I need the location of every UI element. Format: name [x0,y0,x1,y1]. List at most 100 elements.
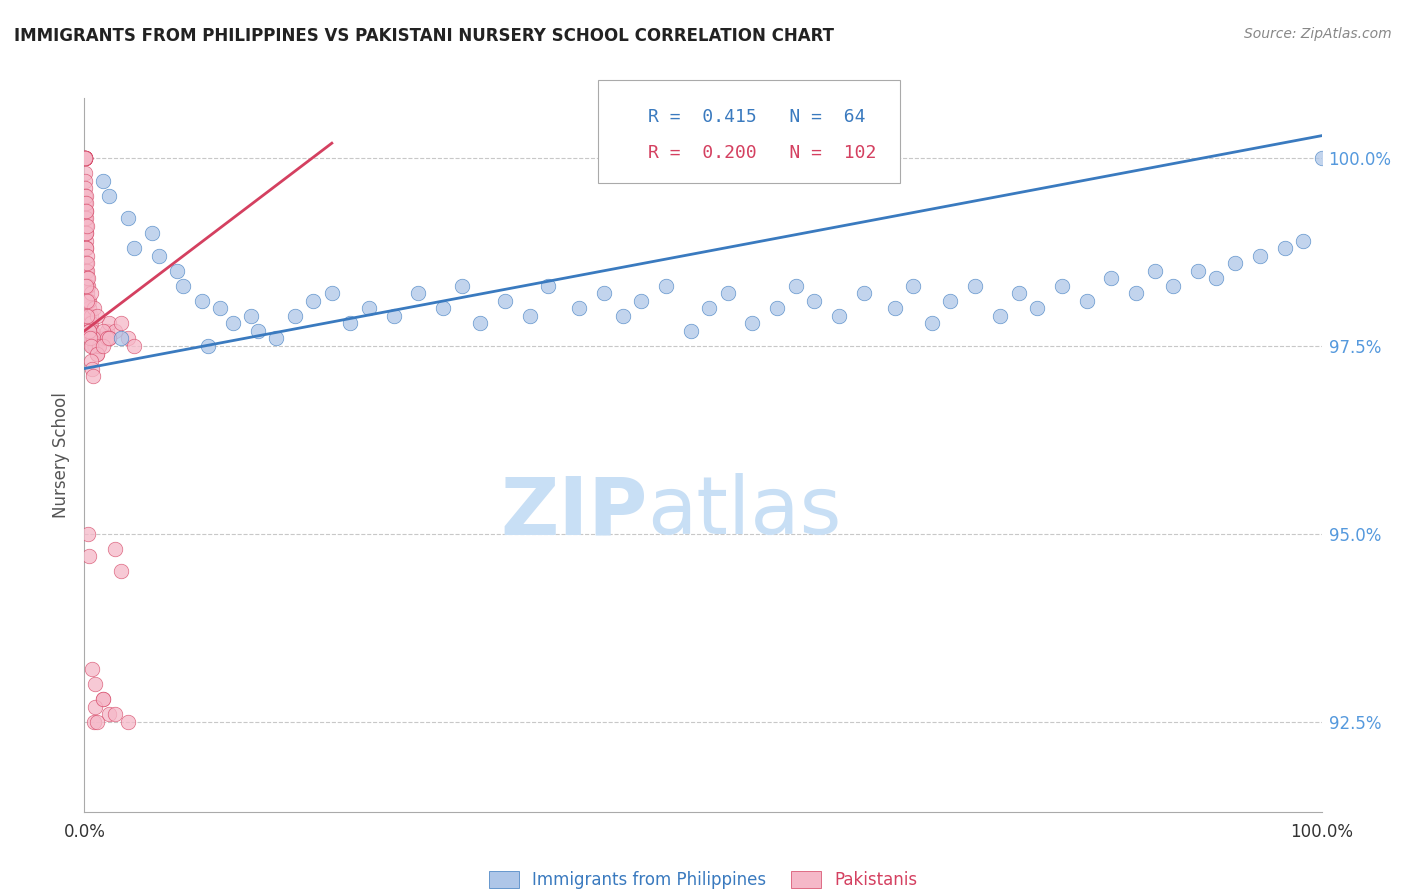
Point [679,324,702,338]
Point [79,354,101,368]
Point [83,339,105,353]
Point [80,339,103,353]
Point [80,331,103,345]
Point [1007,286,1029,301]
Point [80,361,103,376]
Point [91,324,114,338]
Point [494,293,516,308]
Point [82,331,104,345]
Point [76,293,98,308]
Point [79,317,101,331]
Point [110,565,132,579]
Point [1099,271,1122,285]
Point [1310,151,1333,165]
Point [77,317,100,331]
Point [79,286,101,301]
Point [939,293,962,308]
Point [84,699,107,714]
Point [965,279,987,293]
Point [77,309,100,323]
Text: R =  0.200   N =  102: R = 0.200 N = 102 [648,145,876,162]
Point [76,286,98,301]
Point [630,293,652,308]
Point [568,301,591,316]
Point [73,151,96,165]
Point [73,151,96,165]
Point [73,174,96,188]
Point [86,346,108,360]
Text: atlas: atlas [647,473,842,551]
Point [903,279,925,293]
Point [75,234,97,248]
Point [75,203,97,218]
Point [73,151,96,165]
Point [77,279,100,293]
Point [73,227,96,241]
Text: R =  0.415   N =  64: R = 0.415 N = 64 [648,108,866,126]
Point [75,227,97,241]
Point [75,219,97,233]
Point [408,286,430,301]
Point [612,309,634,323]
Point [122,241,145,255]
Point [91,692,114,706]
Point [432,301,454,316]
Point [98,707,121,722]
Point [75,241,97,255]
Point [197,339,219,353]
Point [222,317,245,331]
Point [766,301,789,316]
Legend: Immigrants from Philippines, Pakistanis: Immigrants from Philippines, Pakistanis [482,864,924,892]
Point [246,324,269,338]
Point [73,151,96,165]
Point [84,677,107,691]
Point [240,309,263,323]
Point [75,196,97,211]
Point [79,309,101,323]
Point [104,324,127,338]
Point [1292,234,1315,248]
Point [104,707,127,722]
Point [191,293,214,308]
Point [77,271,100,285]
Point [82,331,104,345]
Point [1187,264,1209,278]
Point [79,331,101,345]
Point [828,309,851,323]
Point [1125,286,1147,301]
Point [73,181,96,195]
Point [73,151,96,165]
Point [86,346,108,360]
Point [75,264,97,278]
Point [1249,249,1271,263]
Point [73,166,96,180]
Point [79,309,101,323]
Point [172,279,194,293]
Point [1026,301,1049,316]
Point [73,151,96,165]
Point [141,227,163,241]
Text: Source: ZipAtlas.com: Source: ZipAtlas.com [1244,27,1392,41]
Point [80,339,103,353]
Point [91,692,114,706]
Point [84,339,107,353]
Point [339,317,361,331]
Point [117,211,139,226]
Point [73,151,96,165]
Point [98,317,121,331]
Point [75,188,97,202]
Point [209,301,232,316]
Point [79,549,101,564]
Point [73,151,96,165]
Point [519,309,541,323]
Point [76,279,98,293]
Point [1274,241,1296,255]
Point [1223,256,1246,270]
Point [76,249,98,263]
Point [98,331,121,345]
Point [73,151,96,165]
Point [1143,264,1166,278]
Point [96,331,118,345]
Point [79,324,101,338]
Point [988,309,1011,323]
